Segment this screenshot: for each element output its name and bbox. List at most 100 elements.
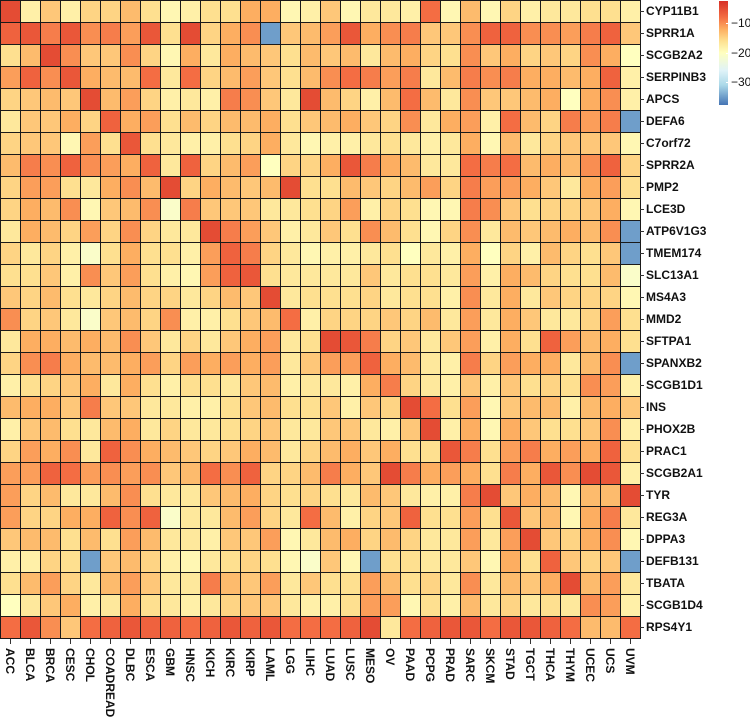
heatmap-cell — [40, 264, 61, 287]
heatmap-cell — [40, 572, 61, 595]
heatmap-cell — [440, 462, 461, 485]
row-tick — [640, 253, 644, 254]
heatmap-cell — [440, 110, 461, 133]
heatmap-cell — [140, 440, 161, 463]
heatmap-cell — [180, 88, 201, 111]
heatmap-cell — [560, 44, 581, 67]
heatmap-cell — [320, 418, 341, 441]
heatmap-cell — [100, 484, 121, 507]
heatmap-cell — [420, 462, 441, 485]
heatmap-cell — [320, 286, 341, 309]
heatmap-cell — [480, 0, 501, 23]
heatmap-cell — [280, 154, 301, 177]
heatmap-cell — [620, 440, 641, 463]
column-tick — [430, 639, 431, 644]
heatmap-cell — [300, 374, 321, 397]
heatmap-cell — [440, 528, 461, 551]
heatmap-cell — [320, 550, 341, 573]
heatmap-cell — [540, 198, 561, 221]
heatmap-cell — [600, 418, 621, 441]
heatmap-cell — [460, 352, 481, 375]
heatmap-cell — [620, 132, 641, 155]
heatmap-cell — [360, 198, 381, 221]
column-tick — [630, 639, 631, 644]
heatmap-cell — [580, 264, 601, 287]
heatmap-cell — [520, 44, 541, 67]
heatmap-cell — [260, 330, 281, 353]
heatmap-cell — [200, 44, 221, 67]
heatmap-cell — [340, 22, 361, 45]
heatmap-cell — [460, 176, 481, 199]
heatmap-cell — [220, 374, 241, 397]
column-tick — [270, 639, 271, 644]
heatmap-cell — [140, 374, 161, 397]
heatmap-cell — [600, 440, 621, 463]
heatmap-cell — [280, 22, 301, 45]
heatmap-cell — [340, 418, 361, 441]
heatmap-cell — [540, 132, 561, 155]
heatmap-cell — [260, 352, 281, 375]
heatmap-cell — [40, 308, 61, 331]
heatmap-cell — [440, 594, 461, 617]
heatmap-cell — [400, 176, 421, 199]
heatmap-cell — [280, 594, 301, 617]
heatmap-cell — [520, 616, 541, 639]
heatmap-cell — [600, 594, 621, 617]
heatmap-cell — [20, 198, 41, 221]
heatmap-cell — [340, 286, 361, 309]
heatmap-cell — [380, 198, 401, 221]
heatmap-cell — [320, 88, 341, 111]
heatmap-cell — [540, 220, 561, 243]
row-tick — [640, 121, 644, 122]
heatmap-cell — [300, 396, 321, 419]
heatmap-cell — [220, 352, 241, 375]
heatmap-cell — [160, 88, 181, 111]
heatmap-cell — [60, 594, 81, 617]
heatmap-cell — [540, 44, 561, 67]
heatmap-cell — [160, 110, 181, 133]
row-label: APCS — [646, 92, 680, 106]
column-tick — [150, 639, 151, 644]
row-label: TMEM174 — [646, 246, 702, 260]
heatmap-cell — [180, 484, 201, 507]
heatmap-cell — [280, 616, 301, 639]
column-label: UVM — [623, 648, 637, 675]
heatmap-cell — [220, 22, 241, 45]
heatmap-cell — [520, 330, 541, 353]
heatmap-cell — [620, 506, 641, 529]
heatmap-cell — [80, 572, 101, 595]
heatmap-cell — [360, 528, 381, 551]
heatmap-cell — [400, 330, 421, 353]
heatmap-cell — [320, 462, 341, 485]
heatmap-cell — [280, 220, 301, 243]
heatmap-cell — [160, 220, 181, 243]
heatmap-cell — [480, 242, 501, 265]
heatmap-cell — [240, 308, 261, 331]
heatmap-cell — [160, 22, 181, 45]
heatmap-cell — [0, 88, 21, 111]
heatmap-cell — [420, 528, 441, 551]
heatmap-cell — [620, 88, 641, 111]
heatmap-cell — [60, 308, 81, 331]
heatmap-cell — [220, 132, 241, 155]
heatmap-cell — [580, 308, 601, 331]
heatmap-cell — [120, 528, 141, 551]
heatmap-cell — [400, 550, 421, 573]
heatmap-cell — [600, 198, 621, 221]
heatmap-cell — [440, 220, 461, 243]
row-tick — [640, 297, 644, 298]
heatmap-cell — [120, 572, 141, 595]
heatmap-cell — [300, 550, 321, 573]
heatmap-cell — [220, 396, 241, 419]
heatmap-cell — [120, 352, 141, 375]
heatmap-cell — [280, 0, 301, 23]
heatmap-cell — [620, 550, 641, 573]
heatmap-cell — [240, 484, 261, 507]
heatmap-cell — [140, 528, 161, 551]
heatmap-cell — [560, 220, 581, 243]
heatmap-cell — [260, 44, 281, 67]
heatmap-cell — [260, 154, 281, 177]
heatmap-cell — [280, 418, 301, 441]
heatmap-cell — [340, 572, 361, 595]
heatmap-cell — [320, 66, 341, 89]
